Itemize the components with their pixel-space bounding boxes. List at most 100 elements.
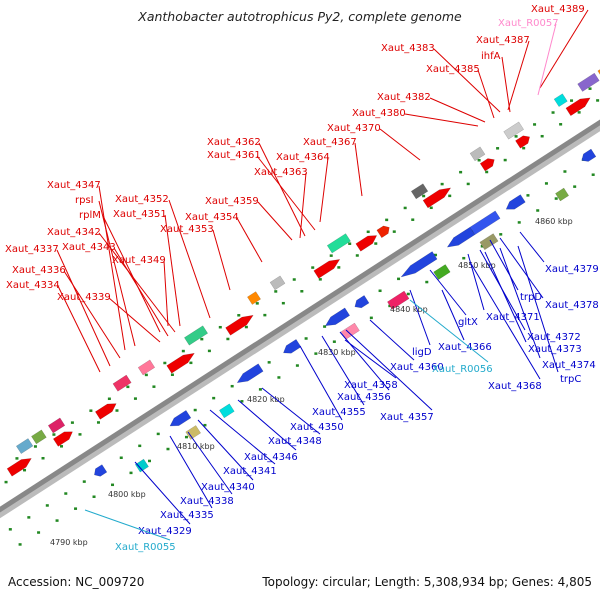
track-dot: [496, 147, 500, 150]
gene-feature: [269, 275, 286, 291]
track-dot: [193, 408, 197, 412]
gene-label: Xaut_4370: [327, 123, 381, 134]
gene-label: gltX: [458, 317, 478, 328]
label-leader-line: [168, 199, 211, 319]
gene-label: Xaut_4352: [115, 194, 169, 205]
gene-label: ligD: [412, 347, 432, 358]
gene-label: Xaut_4339: [57, 292, 111, 303]
label-leader-line: [256, 155, 316, 231]
track-dot: [15, 457, 19, 460]
label-leader-line: [369, 319, 415, 361]
track-dot: [226, 337, 230, 341]
gene-feature: [94, 403, 117, 420]
track-dot: [96, 421, 100, 424]
track-dot: [318, 278, 322, 281]
label-leader-line: [209, 409, 276, 465]
accession-text: Accession: NC_009720: [8, 575, 145, 589]
track-dot: [397, 277, 401, 281]
label-leader-line: [339, 331, 390, 391]
gene-label: Xaut_4334: [6, 280, 60, 291]
gene-label: Xaut_4385: [426, 64, 480, 75]
gene-feature: [376, 225, 390, 239]
label-leader-line: [63, 270, 121, 359]
label-leader-line: [519, 231, 545, 263]
track-dot: [323, 325, 327, 328]
gene-label: Xaut_4353: [160, 224, 214, 235]
gene-label: Xaut_4367: [303, 137, 357, 148]
label-leader-line: [477, 69, 495, 119]
track-dot: [152, 385, 156, 388]
gene-feature: [505, 194, 526, 210]
gene-label: Xaut_4360: [390, 362, 444, 373]
track-dot: [184, 435, 188, 439]
track-dot: [517, 221, 521, 224]
track-dot: [33, 445, 37, 448]
track-dot: [392, 230, 396, 233]
label-leader-line: [84, 509, 171, 541]
gene-feature: [565, 97, 591, 117]
backbone-shadow: [0, 121, 600, 519]
gene-label: Xaut_4366: [438, 342, 492, 353]
track-dot: [274, 290, 278, 293]
gene-feature: [581, 148, 597, 162]
gene-feature: [597, 69, 600, 75]
label-leader-line: [507, 40, 530, 111]
gene-label: ihfA: [481, 51, 501, 62]
gene-label: Xaut_4368: [488, 381, 542, 392]
gene-feature: [515, 135, 530, 149]
gene-label: Xaut_4364: [276, 152, 330, 163]
label-leader-line: [98, 232, 176, 333]
track-dot: [147, 459, 151, 463]
track-dot: [522, 146, 526, 150]
gene-feature: [400, 251, 438, 278]
gene-label: Xaut_4341: [223, 466, 277, 477]
gene-feature: [324, 307, 351, 327]
label-leader-line: [345, 329, 433, 411]
gene-label: Xaut_4383: [381, 43, 435, 54]
gene-label: rpsI: [75, 195, 94, 206]
track-dot: [462, 256, 466, 260]
label-leader-line: [469, 261, 541, 380]
label-leader-line: [379, 128, 421, 161]
gene-feature: [387, 290, 410, 310]
label-leader-line: [187, 431, 233, 495]
track-dot: [74, 507, 78, 510]
gene-feature: [313, 259, 341, 279]
label-leader-line: [539, 9, 589, 89]
track-dot: [237, 314, 241, 317]
track-dot: [466, 182, 470, 186]
gene-label: Xaut_R0057: [498, 18, 559, 29]
label-leader-line: [319, 157, 329, 223]
track-dot: [348, 242, 352, 245]
scale-mark-label: 4860 kbp: [535, 217, 573, 226]
track-dot: [536, 209, 540, 212]
track-dot: [281, 301, 285, 305]
track-dot: [378, 289, 382, 293]
label-leader-line: [98, 185, 126, 351]
gene-feature: [283, 338, 302, 354]
label-leader-line: [236, 217, 263, 263]
gene-label: Xaut_4337: [5, 244, 59, 255]
track-dot: [258, 388, 262, 391]
label-leader-line: [134, 461, 191, 525]
track-dot: [292, 278, 296, 281]
scale-mark-label: 4800 kbp: [108, 490, 146, 499]
label-leader-line: [299, 172, 307, 239]
gene-feature: [112, 374, 132, 392]
gene-feature: [326, 233, 351, 254]
track-dot: [514, 135, 518, 138]
track-dot: [300, 290, 304, 293]
label-leader-line: [537, 23, 557, 96]
gene-label: Xaut_4373: [528, 344, 582, 355]
track-dot: [218, 325, 222, 329]
track-dot: [314, 352, 318, 355]
gene-label: Xaut_4348: [268, 436, 322, 447]
track-dot: [78, 433, 82, 436]
gene-label: Xaut_4356: [337, 392, 391, 403]
track-dot: [181, 349, 185, 353]
track-dot: [411, 218, 415, 221]
gene-label: Xaut_4357: [380, 412, 434, 423]
gene-label: Xaut_R0056: [432, 364, 493, 375]
